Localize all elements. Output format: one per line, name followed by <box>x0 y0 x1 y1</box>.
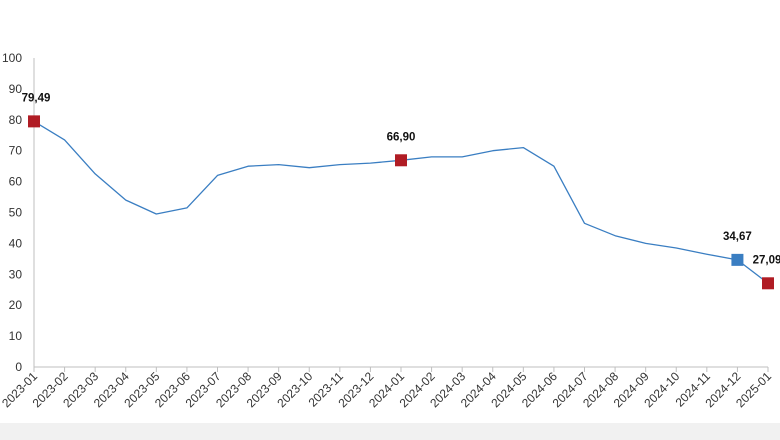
footer-band <box>0 423 780 440</box>
data-label: 34,67 <box>723 231 752 243</box>
y-tick-label: 60 <box>9 175 23 189</box>
y-axis-ticks: 0 10 20 30 40 50 60 70 80 90 100 <box>2 51 22 374</box>
y-tick-label: 50 <box>9 206 23 220</box>
y-tick-label: 90 <box>9 82 23 96</box>
data-label: 27,09 <box>753 254 780 266</box>
x-axis-ticks: 2023-012023-022023-032023-042023-052023-… <box>0 367 774 410</box>
y-tick-label: 70 <box>9 144 23 158</box>
highlight-marker <box>28 115 40 128</box>
y-tick-label: 40 <box>9 236 23 250</box>
data-label: 66,90 <box>387 131 416 143</box>
series-group <box>33 120 769 284</box>
series-line <box>33 120 769 284</box>
highlight-marker <box>395 154 407 167</box>
y-tick-label: 10 <box>9 329 23 343</box>
y-tick-label: 20 <box>9 298 23 312</box>
data-label: 79,49 <box>22 92 51 104</box>
y-tick-label: 0 <box>15 360 22 374</box>
y-tick-label: 30 <box>9 267 23 281</box>
highlight-marker <box>731 253 744 266</box>
y-tick-label: 100 <box>2 51 22 65</box>
highlight-markers <box>28 115 774 290</box>
axes <box>33 58 768 368</box>
highlight-marker <box>762 277 774 290</box>
y-tick-label: 80 <box>9 113 23 127</box>
